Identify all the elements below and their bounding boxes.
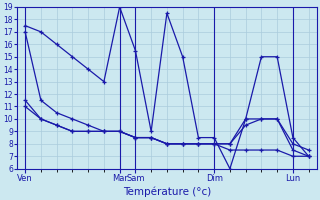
X-axis label: Température (°c): Température (°c) <box>123 186 211 197</box>
